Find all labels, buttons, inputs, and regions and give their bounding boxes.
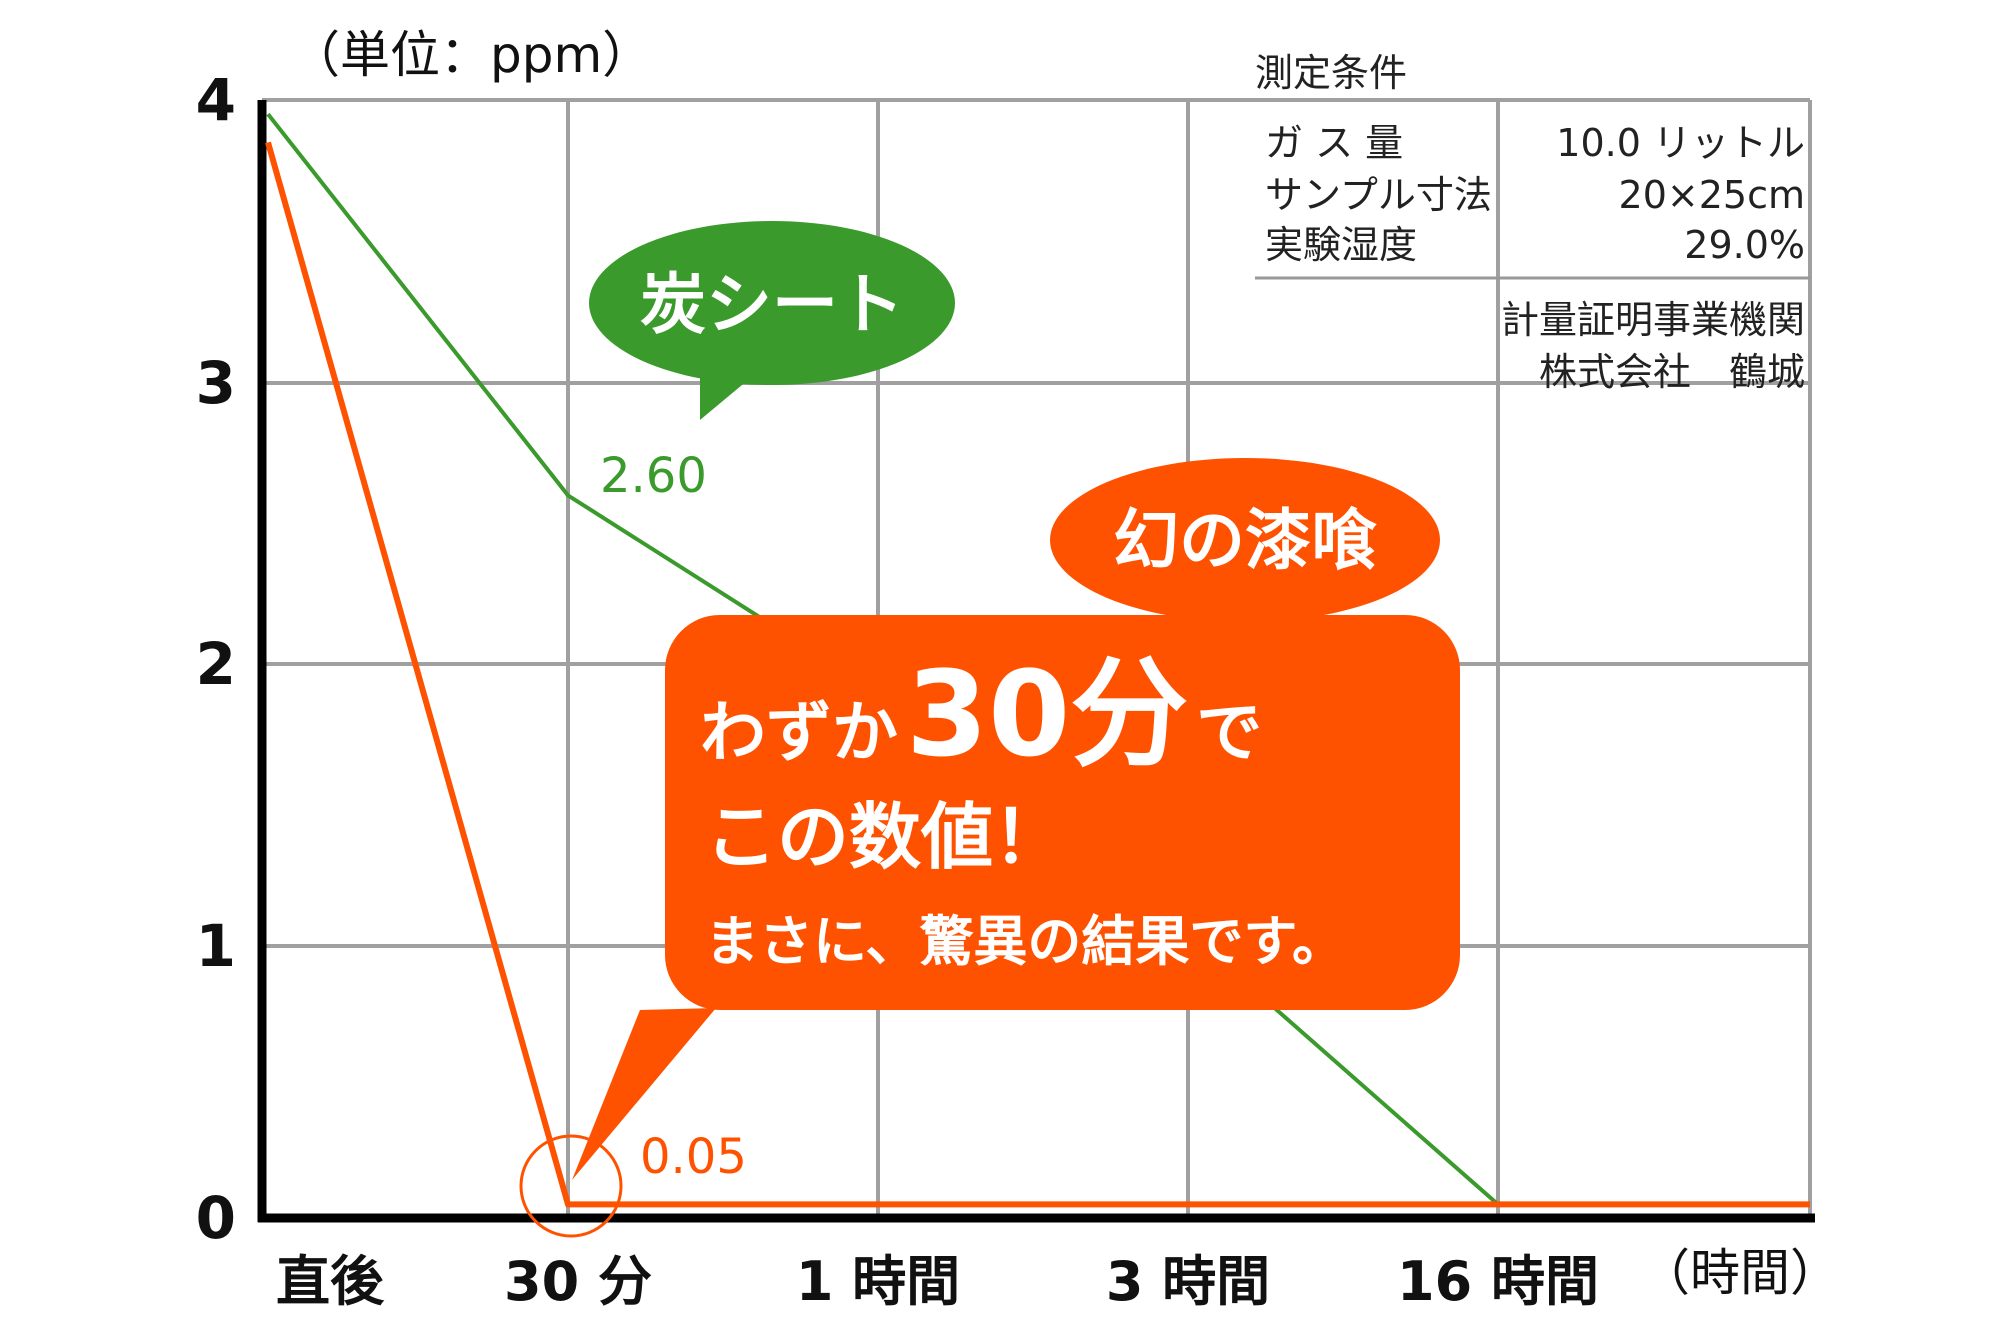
x-tick-label: 直後 [276, 1250, 385, 1313]
condition-value-size: 20×25cm [1619, 173, 1805, 217]
callout-big: 30分 [906, 645, 1188, 783]
condition-label-size: サンプル寸法 [1265, 173, 1492, 217]
x-tick-label: 16 時間 [1397, 1250, 1599, 1313]
callout-pre: わずか [700, 694, 898, 771]
bubble-tail [700, 370, 760, 420]
bubble-shape [589, 221, 955, 385]
series-label-plaster: 幻の漆喰 [1113, 502, 1377, 579]
x-tick-label: 30 分 [504, 1250, 652, 1313]
x-tick-label: 1 時間 [796, 1250, 960, 1313]
x-unit-label: （時間） [1640, 1244, 1840, 1302]
bubble-shape [1050, 458, 1440, 622]
x-tick-labels: 直後 30 分 1 時間 3 時間 16 時間 [276, 1250, 1599, 1313]
callout-line-3: まさに、驚異の結果です。 [705, 910, 1346, 973]
conditions-box: 測定条件 ガ ス 量 10.0 リットル サンプル寸法 20×25cm 実験湿度… [1255, 51, 1810, 394]
x-tick-label: 3 時間 [1106, 1250, 1270, 1313]
callout-line-1: わずか30分で [700, 645, 1262, 783]
plaster-bubble: 幻の漆喰 [1050, 458, 1440, 622]
highlight-circle [519, 1134, 623, 1238]
condition-label-humidity: 実験湿度 [1265, 223, 1417, 267]
value-label-plaster: 0.05 [640, 1129, 747, 1185]
org-line-1: 計量証明事業機関 [1501, 298, 1805, 342]
series-line-plaster [265, 141, 1810, 1208]
callout-line-2: この数値！ [705, 795, 1065, 879]
condition-value-gas: 10.0 リットル [1556, 121, 1805, 165]
callout-tail [572, 1008, 716, 1180]
y-tick-label: 1 [196, 912, 236, 980]
condition-value-humidity: 29.0% [1684, 223, 1805, 267]
series-label-charcoal: 炭シート [640, 266, 904, 343]
y-tick-label: 4 [196, 66, 236, 134]
value-label-charcoal: 2.60 [600, 448, 707, 504]
y-tick-labels: 0 1 2 3 4 [196, 66, 236, 1252]
conditions-title: 測定条件 [1255, 51, 1407, 95]
y-tick-label: 2 [196, 630, 236, 698]
result-callout: わずか30分で この数値！ まさに、驚異の結果です。 [572, 615, 1460, 1180]
unit-label: （単位：ppm） [290, 26, 652, 84]
y-tick-label: 3 [196, 349, 236, 417]
y-tick-label: 0 [196, 1184, 236, 1252]
callout-box [665, 615, 1460, 1010]
condition-label-gas: ガ ス 量 [1265, 121, 1403, 165]
org-line-2: 株式会社 鶴城 [1539, 350, 1805, 394]
charcoal-sheet-bubble: 炭シート [589, 221, 955, 420]
callout-post: で [1196, 694, 1262, 771]
